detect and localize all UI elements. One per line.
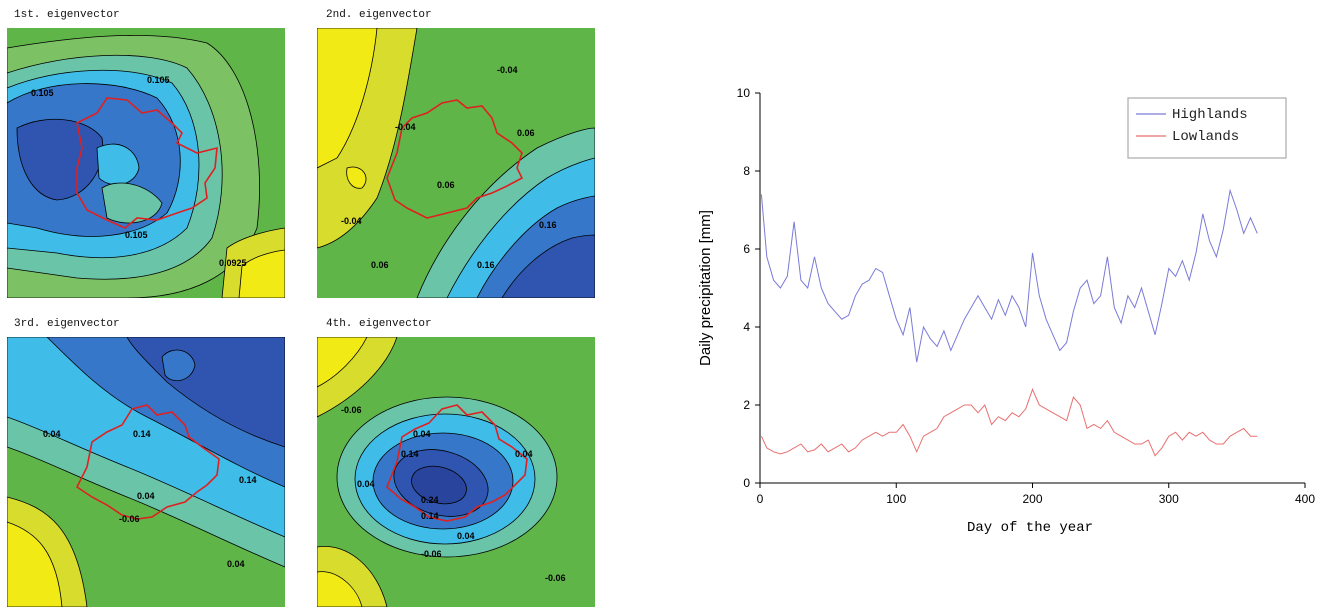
x-axis-label: Day of the year: [967, 520, 1093, 536]
x-tick-label: 300: [1159, 492, 1179, 506]
contour-label: 0.04: [227, 559, 245, 569]
contour-label: 0.0925: [219, 258, 247, 268]
legend-entry: Lowlands: [1172, 129, 1239, 145]
x-tick-label: 200: [1022, 492, 1042, 506]
y-tick-label: 6: [743, 242, 750, 256]
contour-label: 0.04: [515, 449, 533, 459]
contour-label: 0.14: [239, 475, 257, 485]
x-tick-label: 0: [757, 492, 764, 506]
contour-label: 0.04: [413, 429, 431, 439]
contour-label: 0.16: [539, 220, 557, 230]
eigenvector-map-4: -0.06 0.04 0.14 0.04 0.24 0.14 0.04 -0.0…: [317, 337, 595, 607]
contour-label: -0.06: [545, 573, 566, 583]
x-tick-label: 100: [886, 492, 906, 506]
contour-label: 0.105: [125, 230, 148, 240]
y-tick-label: 8: [743, 164, 750, 178]
y-axis-label: Daily precipitation [mm]: [697, 210, 714, 366]
map-title-1: 1st. eigenvector: [14, 9, 120, 21]
contour-label: 0.105: [147, 75, 170, 85]
series-line-lowlands: [760, 388, 1258, 457]
legend-entry: Highlands: [1172, 107, 1248, 123]
contour-label: 0.04: [457, 531, 475, 541]
contour-label: -0.04: [497, 65, 518, 75]
contour-label: 0.16: [477, 260, 495, 270]
contour-label: 0.14: [401, 449, 419, 459]
map-title-2: 2nd. eigenvector: [326, 9, 432, 21]
contour-label: 0.06: [371, 260, 389, 270]
contour-label: 0.04: [357, 479, 375, 489]
contour-label: 0.06: [517, 128, 535, 138]
contour-label: -0.06: [421, 549, 442, 559]
contour-label: 0.24: [421, 495, 439, 505]
x-tick-label: 400: [1295, 492, 1315, 506]
contour-label: 0.06: [437, 180, 455, 190]
contour-label: 0.04: [137, 491, 155, 501]
contour-label: 0.04: [43, 429, 61, 439]
map-title-3: 3rd. eigenvector: [14, 318, 120, 330]
contour-label: 0.14: [133, 429, 151, 439]
contour-label: -0.04: [341, 216, 362, 226]
contour-label: -0.04: [395, 122, 416, 132]
y-tick-label: 2: [743, 398, 750, 412]
map-title-4: 4th. eigenvector: [326, 318, 432, 330]
precipitation-chart: 0 100 200 300 400 0 2 4 6 8 10 Day of the year Da…: [697, 86, 1315, 536]
eigenvector-map-2: -0.04 -0.04 -0.04 0.06 0.06 0.06 0.16 0.…: [317, 28, 595, 298]
series-line-highlands: [760, 188, 1258, 363]
contour-label: 0.14: [421, 511, 439, 521]
eigenvector-map-1: 0.105 0.105 0.105 0.0925: [7, 28, 285, 298]
contour-label: 0.105: [31, 88, 54, 98]
y-tick-label: 0: [743, 476, 750, 490]
legend: Highlands Lowlands: [1127, 97, 1287, 159]
eigenvector-map-3: 0.04 0.14 0.14 0.04 -0.06 0.04: [7, 337, 285, 607]
legend-box: [1127, 97, 1287, 159]
contour-label: -0.06: [341, 405, 362, 415]
y-tick-label: 4: [743, 320, 750, 334]
contour-label: -0.06: [119, 514, 140, 524]
y-tick-label: 10: [737, 86, 751, 100]
